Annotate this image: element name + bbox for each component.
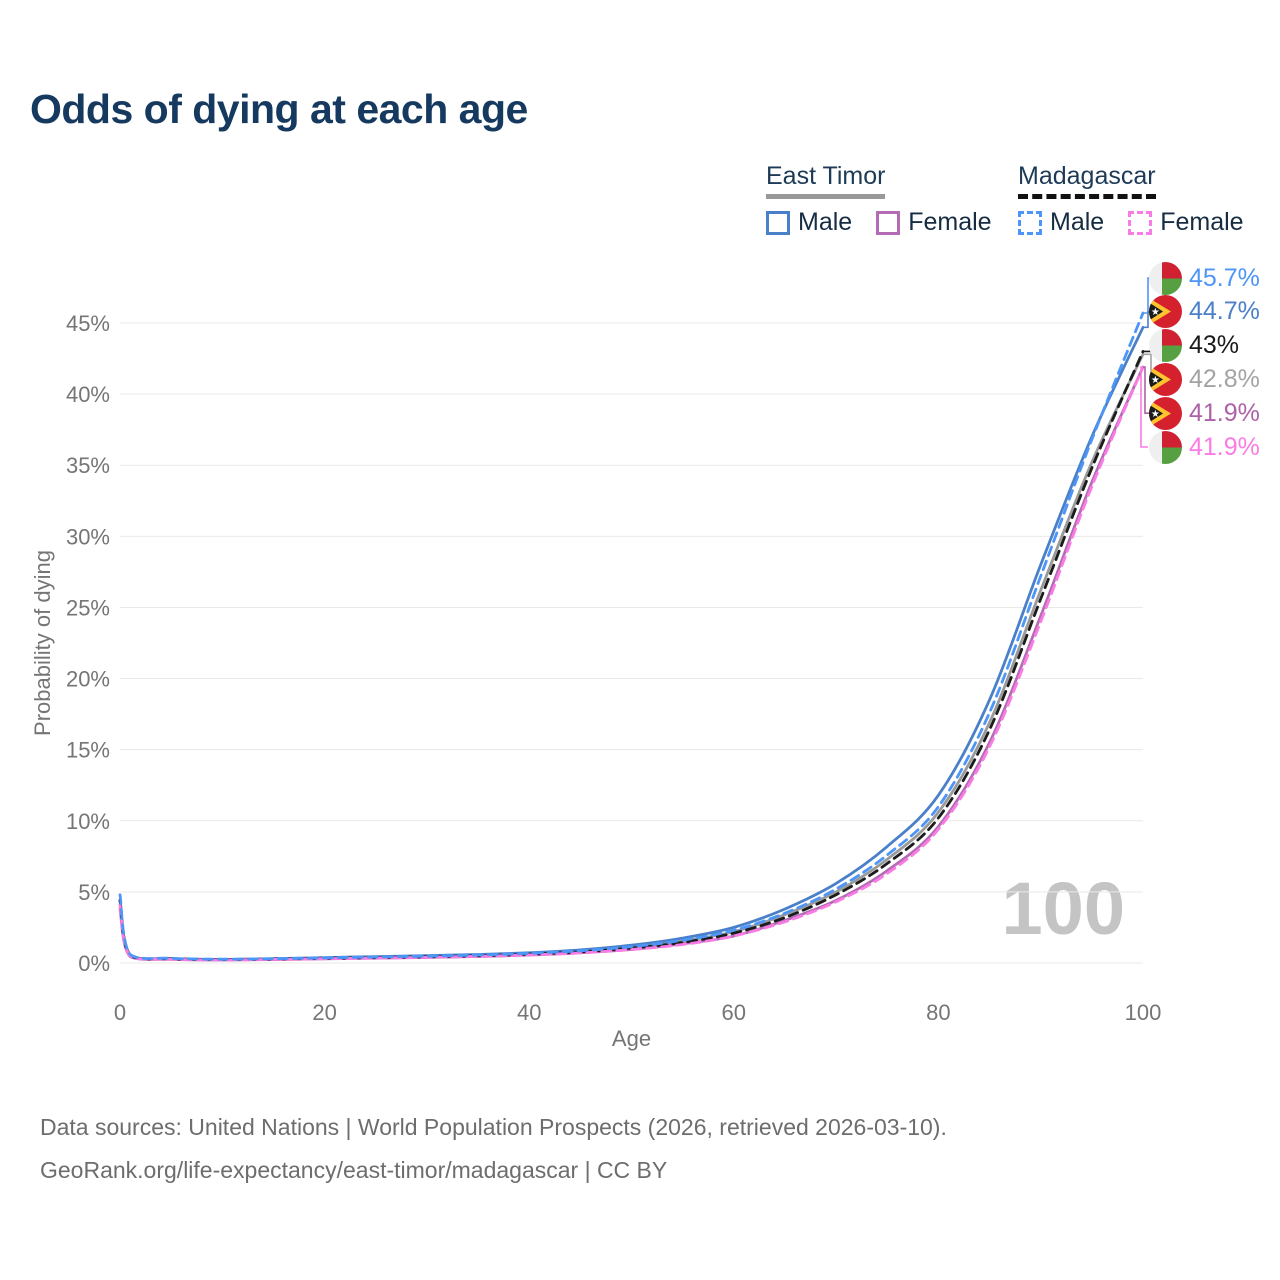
end-label-east-timor-4: ★ 41.9% — [1149, 396, 1260, 430]
x-tick-label: 80 — [926, 1000, 950, 1025]
end-label-value: 45.7% — [1189, 263, 1260, 292]
x-axis-title: Age — [611, 1026, 652, 1051]
svg-text:★: ★ — [1151, 307, 1160, 318]
legend-group-madagascar: Madagascar Male Female — [1018, 162, 1244, 237]
series-line-et_female — [118, 365, 1145, 962]
y-tick-label: 5% — [78, 880, 110, 905]
label-connector — [1143, 366, 1152, 414]
legend-item-madagascar-female[interactable]: Female — [1128, 208, 1244, 237]
line-swatch-east-timor-female — [876, 210, 901, 235]
end-label-east-timor-3: ★ 42.8% — [1149, 362, 1260, 396]
flag-madagascar-icon — [1149, 329, 1182, 363]
end-label-madagascar-2: 43% — [1149, 329, 1239, 363]
legend-label: Female — [908, 208, 992, 236]
y-tick-label: 20% — [66, 667, 110, 692]
y-tick-label: 25% — [66, 595, 110, 620]
end-label-value: 44.7% — [1189, 297, 1260, 326]
label-connector — [1140, 366, 1148, 448]
y-tick-label: 35% — [66, 453, 110, 478]
legend-country-east-timor: East Timor — [766, 162, 886, 199]
page-title: Odds of dying at each age — [30, 86, 528, 132]
series-line-mg_both — [118, 350, 1145, 961]
line-swatch-east-timor-male — [766, 210, 790, 235]
end-label-madagascar-0: 45.7% — [1149, 261, 1260, 295]
end-label-value: 41.9% — [1189, 398, 1260, 427]
flag-madagascar-icon — [1149, 261, 1182, 295]
end-label-madagascar-5: 41.9% — [1149, 430, 1260, 464]
end-label-value: 43% — [1189, 331, 1240, 360]
flag-east-timor-icon: ★ — [1149, 362, 1182, 396]
x-tick-label: 100 — [1125, 1000, 1162, 1025]
x-tick-label: 60 — [722, 1000, 746, 1025]
y-tick-label: 45% — [66, 311, 110, 336]
footer: Data sources: United Nations | World Pop… — [40, 1106, 947, 1191]
legend-item-madagascar-male[interactable]: Male — [1018, 208, 1104, 237]
svg-text:★: ★ — [1151, 409, 1160, 420]
y-tick-label: 15% — [66, 738, 110, 763]
legend-group-east-timor: East Timor Male Female — [766, 162, 992, 237]
series-line-mg_male — [118, 311, 1145, 961]
series-line-et_male — [118, 325, 1145, 961]
end-label-east-timor-1: ★ 44.7% — [1149, 295, 1260, 329]
y-tick-label: 0% — [78, 951, 110, 976]
legend-label: Female — [1160, 208, 1244, 236]
legend-label: Male — [1050, 208, 1105, 236]
legend-label: Male — [798, 208, 853, 236]
line-swatch-madagascar-male — [1018, 210, 1042, 235]
legend-country-madagascar: Madagascar — [1018, 162, 1156, 199]
footer-attribution: GeoRank.org/life-expectancy/east-timor/m… — [40, 1156, 668, 1183]
y-tick-label: 40% — [66, 382, 110, 407]
age-counter-watermark: 100 — [1001, 867, 1125, 950]
x-tick-label: 40 — [517, 1000, 541, 1025]
y-tick-label: 30% — [66, 524, 110, 549]
y-tick-label: 10% — [66, 809, 110, 834]
x-tick-label: 20 — [312, 1000, 336, 1025]
svg-text:★: ★ — [1151, 375, 1160, 386]
end-label-value: 42.8% — [1189, 364, 1260, 393]
line-swatch-madagascar-female — [1128, 210, 1153, 235]
x-tick-label: 0 — [114, 1000, 126, 1025]
flag-madagascar-icon — [1149, 430, 1182, 464]
flag-east-timor-icon: ★ — [1149, 295, 1182, 329]
end-label-value: 41.9% — [1189, 432, 1260, 461]
series-line-mg_female — [118, 365, 1145, 962]
footer-data-sources: Data sources: United Nations | World Pop… — [40, 1114, 947, 1140]
legend-item-east-timor-female[interactable]: Female — [876, 208, 992, 237]
series-line-et_both — [118, 352, 1145, 962]
flag-east-timor-icon: ★ — [1149, 396, 1182, 430]
legend-item-east-timor-male[interactable]: Male — [766, 208, 852, 237]
